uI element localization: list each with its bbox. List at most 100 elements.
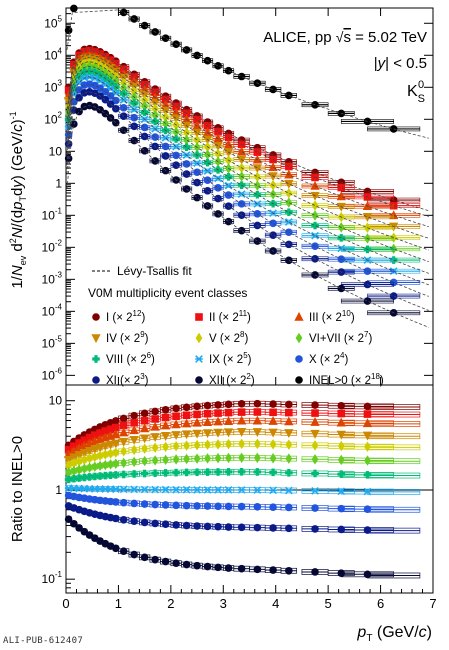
ratio-point — [285, 524, 293, 533]
legend-entry-label: VI+VII (× 27) — [309, 330, 372, 345]
spectra-point — [161, 34, 170, 42]
fit-curve — [66, 91, 429, 311]
legend-entry-label: IV (× 29) — [106, 330, 149, 345]
ratio-point — [140, 434, 150, 444]
spectra-point — [237, 190, 246, 199]
spectra-point — [389, 292, 398, 300]
ratio-y-axis-label: Ratio to INEL>0 — [9, 436, 26, 542]
ratio-point — [140, 553, 149, 562]
ratio-point — [269, 439, 277, 450]
legend-entry-label: X (× 24) — [309, 351, 348, 366]
ratio-point — [91, 451, 99, 463]
ratio-point — [64, 515, 73, 524]
ratio-point — [203, 409, 212, 418]
ratio-series-group — [65, 452, 421, 478]
ratio-point — [182, 521, 191, 530]
ratio-point — [253, 565, 262, 574]
spectra-point — [224, 66, 233, 75]
ratio-point — [171, 419, 181, 429]
legend-entry-label: V (× 28) — [209, 330, 248, 345]
spectra-point — [311, 200, 319, 211]
spectra-point — [313, 221, 317, 230]
spectra-y-tick-label: 104 — [44, 46, 62, 62]
ratio-point — [108, 471, 113, 480]
spectra-point — [337, 183, 346, 192]
ratio-point — [132, 470, 136, 478]
ratio-point — [80, 463, 88, 474]
x-axis-label: pT (GeV/c) — [356, 624, 432, 644]
legend-marker — [94, 355, 98, 363]
fit-curve — [66, 54, 429, 228]
ratio-point — [75, 456, 83, 467]
spectra-y-tick-label: 10-5 — [42, 334, 63, 350]
ratio-point — [214, 439, 222, 450]
ratio-point — [130, 419, 138, 427]
ratio-series-group — [64, 491, 421, 513]
spectra-point — [223, 139, 234, 149]
ratio-point — [150, 433, 160, 443]
spectra-point — [143, 108, 147, 117]
ratio-point — [112, 447, 120, 458]
spectra-point — [363, 297, 372, 305]
ratio-point — [111, 429, 121, 439]
ratio-point — [311, 504, 319, 512]
ratio-point — [193, 502, 201, 510]
spectra-point — [140, 21, 149, 30]
spectra-point — [214, 183, 222, 192]
ratio-point — [91, 461, 99, 472]
ratio-point — [253, 486, 262, 494]
x-tick-label: 2 — [167, 596, 174, 611]
annotation-rapidity: |y| < 0.5 — [374, 55, 427, 72]
ratio-point — [253, 523, 262, 532]
spectra-point — [284, 218, 293, 226]
ratio-point — [285, 453, 293, 464]
ratio-point — [153, 469, 157, 477]
ratio-series — [63, 399, 421, 579]
spectra-point — [119, 8, 128, 17]
ratio-point — [224, 400, 233, 409]
ratio-point — [238, 452, 246, 463]
ratio-point — [130, 517, 138, 526]
fit-curve — [66, 70, 429, 274]
annotation-experiment: ALICE, pp √s = 5.02 TeV — [263, 29, 427, 46]
ratio-point — [107, 448, 114, 459]
ratio-point — [90, 445, 100, 455]
ratio-point — [103, 471, 107, 480]
spectra-y-tick-label: 10 — [49, 144, 63, 158]
ratio-point — [269, 408, 277, 417]
spectra-point — [108, 78, 113, 87]
ratio-point — [213, 428, 223, 438]
spectra-y-tick-label: 10-6 — [42, 366, 63, 382]
spectra-point — [253, 180, 261, 191]
spectra-point — [284, 179, 294, 189]
ratio-point — [193, 439, 201, 451]
ratio-point — [141, 443, 149, 454]
ratio-point — [193, 410, 201, 419]
ratio-point — [93, 472, 97, 481]
ratio-point — [284, 486, 293, 495]
spectra-point — [182, 46, 191, 54]
ratio-point — [129, 436, 139, 445]
ratio-point — [86, 462, 93, 473]
ratio-point — [193, 561, 201, 570]
ratio-point — [171, 431, 181, 441]
spectra-point — [183, 134, 190, 145]
x-tick-label: 6 — [377, 596, 384, 611]
spectra-point — [96, 84, 104, 92]
ratio-point — [192, 429, 202, 439]
ratio-point — [172, 404, 180, 413]
spectra-point — [253, 171, 261, 183]
legend-entry-label: XII (× 22) — [209, 372, 255, 387]
ratio-series-group — [64, 467, 421, 484]
ratio-point — [119, 414, 128, 423]
ratio-point — [100, 442, 110, 452]
spectra-point — [339, 234, 343, 242]
ratio-point — [310, 416, 320, 426]
ratio-point — [311, 401, 319, 409]
spectra-point — [226, 173, 231, 181]
ratio-point — [253, 399, 262, 408]
fit-curve — [66, 105, 429, 328]
legend-marker — [195, 332, 203, 344]
ratio-point — [269, 453, 277, 464]
